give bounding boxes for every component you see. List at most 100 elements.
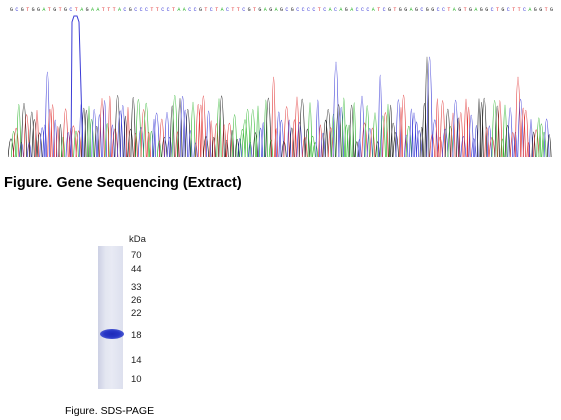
trace-peak bbox=[372, 112, 378, 158]
base-call-glyph: A bbox=[183, 7, 186, 13]
trace-peak bbox=[415, 130, 423, 158]
base-call-glyph: G bbox=[469, 7, 472, 13]
base-call-glyph: C bbox=[302, 7, 305, 13]
base-call-glyph: A bbox=[80, 7, 83, 13]
trace-peak bbox=[42, 124, 48, 158]
trace-peak bbox=[302, 136, 308, 158]
base-call-glyph: A bbox=[42, 7, 45, 13]
trace-peak bbox=[536, 117, 542, 158]
trace-peak bbox=[399, 107, 403, 158]
trace-peak bbox=[338, 107, 344, 158]
trace-peak bbox=[171, 95, 178, 158]
base-call-glyph: T bbox=[464, 7, 467, 13]
trace-peak bbox=[509, 132, 516, 158]
kda-unit-label: kDa bbox=[129, 234, 146, 245]
trace-peak bbox=[135, 99, 142, 158]
marker-label-14: 14 bbox=[131, 355, 142, 366]
base-call-glyph: C bbox=[437, 7, 440, 13]
marker-label-33: 33 bbox=[131, 282, 142, 293]
base-call-glyph: C bbox=[15, 7, 18, 13]
trace-peak bbox=[252, 132, 258, 158]
trace-peak bbox=[104, 123, 110, 158]
trace-peak bbox=[226, 122, 233, 158]
trace-peak bbox=[304, 128, 310, 158]
trace-peak bbox=[375, 141, 380, 158]
trace-peak bbox=[164, 112, 170, 158]
trace-peak bbox=[507, 107, 513, 158]
trace-peak bbox=[209, 120, 214, 158]
base-call-glyph: G bbox=[426, 7, 429, 13]
trace-peak bbox=[541, 132, 547, 158]
trace-peak bbox=[248, 142, 253, 158]
trace-peak bbox=[158, 119, 165, 158]
trace-peak bbox=[153, 113, 160, 158]
trace-peak bbox=[16, 104, 22, 158]
trace-peak bbox=[388, 104, 393, 158]
base-call-glyph: C bbox=[361, 7, 364, 13]
trace-peak bbox=[426, 56, 433, 158]
gel-lane bbox=[98, 246, 124, 389]
base-call-glyph: T bbox=[150, 7, 153, 13]
marker-label-18: 18 bbox=[131, 330, 142, 341]
trace-peak bbox=[47, 109, 53, 158]
trace-peak bbox=[341, 97, 346, 158]
trace-peak bbox=[169, 105, 175, 158]
trace-peak bbox=[211, 136, 216, 158]
trace-peak bbox=[531, 131, 536, 158]
trace-peak bbox=[322, 120, 329, 158]
trace-peak bbox=[202, 136, 210, 158]
base-call-glyph: A bbox=[528, 7, 531, 13]
trace-peak bbox=[263, 99, 268, 158]
trace-peak bbox=[244, 108, 251, 158]
trace-peak bbox=[197, 104, 204, 158]
base-call-glyph: C bbox=[507, 7, 510, 13]
trace-peak bbox=[504, 125, 511, 158]
base-call-glyph: T bbox=[204, 7, 207, 13]
trace-peak bbox=[130, 97, 136, 158]
base-call-glyph: A bbox=[91, 7, 94, 13]
trace-peak bbox=[36, 132, 43, 158]
trace-peak bbox=[543, 118, 550, 158]
base-call-glyph: C bbox=[161, 7, 164, 13]
trace-peak bbox=[409, 108, 414, 158]
base-call-glyph: C bbox=[523, 7, 526, 13]
trace-peak bbox=[486, 125, 492, 158]
trace-peak bbox=[166, 137, 173, 158]
trace-peak bbox=[75, 130, 82, 158]
trace-peak bbox=[99, 98, 105, 158]
marker-label-26: 26 bbox=[131, 295, 142, 306]
marker-label-70: 70 bbox=[131, 250, 142, 261]
trace-peak bbox=[390, 122, 397, 158]
base-call-glyph: T bbox=[26, 7, 29, 13]
trace-peak bbox=[234, 138, 240, 158]
trace-peak bbox=[146, 132, 151, 158]
base-call-glyph: C bbox=[145, 7, 148, 13]
base-call-glyph: C bbox=[383, 7, 386, 13]
trace-peak bbox=[229, 130, 235, 158]
base-call-glyph: G bbox=[10, 7, 13, 13]
trace-peak bbox=[343, 124, 349, 158]
trace-peak bbox=[31, 119, 38, 158]
trace-peak bbox=[133, 133, 138, 158]
base-call-glyph: T bbox=[156, 7, 159, 13]
base-call-glyph: G bbox=[21, 7, 24, 13]
base-call-glyph: A bbox=[118, 7, 121, 13]
trace-peak bbox=[538, 123, 545, 158]
trace-peak bbox=[488, 137, 496, 158]
base-call-glyph: T bbox=[48, 7, 51, 13]
trace-peak bbox=[533, 129, 540, 158]
base-call-glyph: A bbox=[96, 7, 99, 13]
trace-peak bbox=[152, 119, 156, 158]
trace-peak bbox=[188, 130, 193, 158]
base-call-glyph: G bbox=[64, 7, 67, 13]
trace-peak bbox=[239, 129, 246, 158]
trace-peak bbox=[140, 109, 147, 158]
base-call-glyph: A bbox=[410, 7, 413, 13]
trace-peak bbox=[471, 138, 477, 158]
trace-peak bbox=[520, 107, 526, 158]
base-call-glyph: A bbox=[329, 7, 332, 13]
base-call-glyph: C bbox=[194, 7, 197, 13]
base-call-glyph: T bbox=[102, 7, 105, 13]
sds-page-gel: kDa 70 44 33 26 22 18 14 10 bbox=[95, 234, 155, 394]
